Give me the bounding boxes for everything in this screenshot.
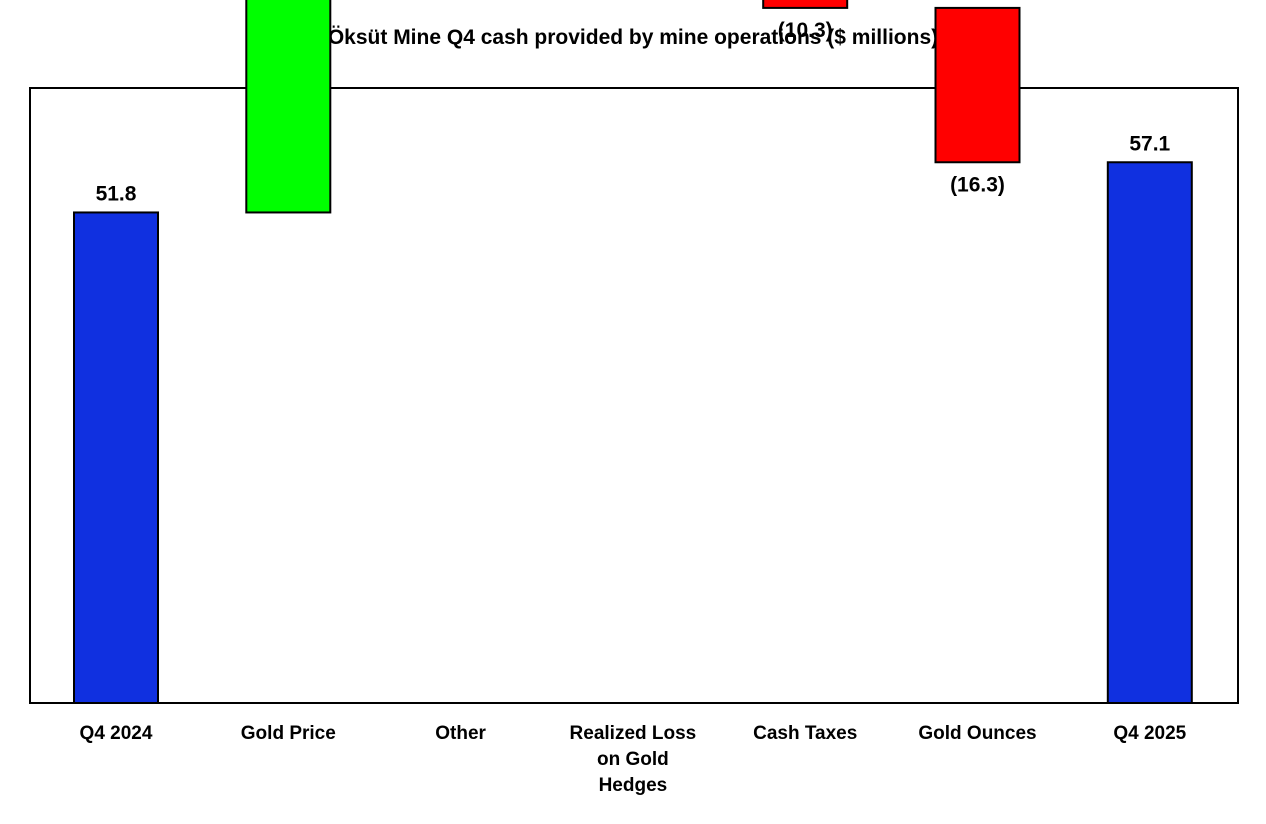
data-label-5: (10.3): [778, 19, 833, 42]
category-label-7: Q4 2025: [1113, 723, 1186, 744]
data-label-1: 51.8: [96, 182, 137, 205]
chart-title: Öksüt Mine Q4 cash provided by mine oper…: [327, 26, 939, 49]
category-label-1: Q4 2024: [80, 723, 153, 744]
labels-layer: 51.8Q4 202442.7Gold Price(3.5)Other(7.3)…: [80, 19, 1187, 796]
category-label-3: Other: [435, 723, 486, 744]
plot-frame: [29, 87, 1239, 704]
bar-5: [762, 0, 849, 9]
data-label-6: (16.3): [950, 173, 1005, 196]
bar-7: [1106, 161, 1193, 704]
category-label-4: Realized Loss on Gold Hedges: [570, 723, 697, 796]
bar-6: [934, 6, 1021, 164]
category-label-6: Gold Ounces: [918, 723, 1036, 744]
data-label-7: 57.1: [1129, 132, 1170, 155]
bar-2: [245, 0, 332, 214]
category-label-2: Gold Price: [241, 723, 336, 744]
category-label-5: Cash Taxes: [753, 723, 857, 744]
bars-layer: [73, 0, 1193, 704]
bar-1: [73, 211, 159, 704]
